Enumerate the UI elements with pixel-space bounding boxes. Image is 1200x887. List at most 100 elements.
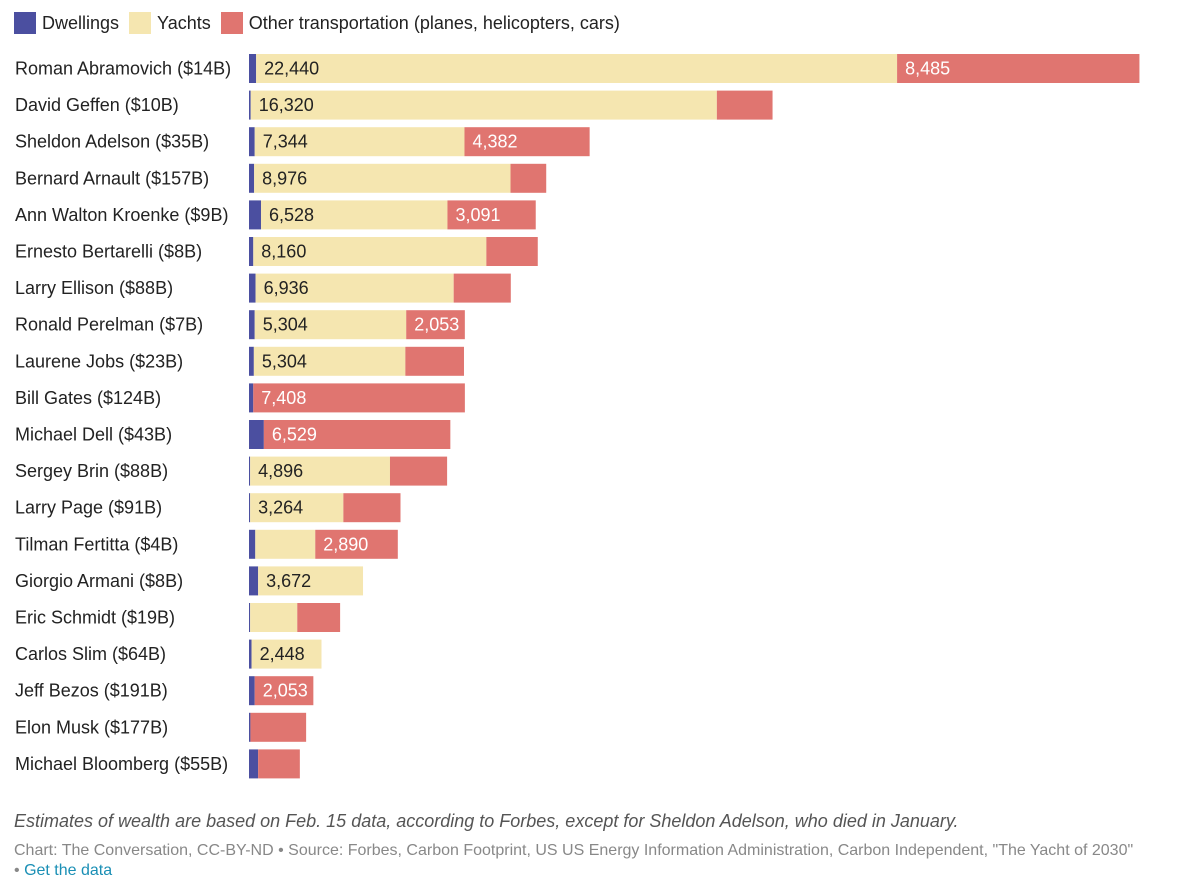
- category-label-david-geffen: David Geffen ($10B): [15, 95, 179, 115]
- legend-label-yachts: Yachts: [157, 12, 211, 33]
- data-label-yachts-ernesto-bertarelli: 8,160: [261, 242, 306, 262]
- category-label-larry-page: Larry Page ($91B): [15, 498, 162, 518]
- category-label-elon-musk: Elon Musk ($177B): [15, 717, 168, 737]
- bar-yachts-tilman-fertitta: [255, 529, 316, 559]
- category-label-roman-abramovich: Roman Abramovich ($14B): [15, 59, 231, 79]
- category-label-bill-gates: Bill Gates ($124B): [15, 388, 161, 408]
- data-label-other-transportation-tilman-fertitta: 2,890: [323, 534, 368, 554]
- bar-dwellings-laurene-jobs: [249, 346, 254, 376]
- data-label-yachts-ann-walton-kroenke: 6,528: [269, 205, 314, 225]
- category-label-laurene-jobs: Laurene Jobs ($23B): [15, 351, 183, 371]
- legend-swatch-dwellings: [14, 12, 36, 34]
- data-label-other-transportation-ann-walton-kroenke: 3,091: [455, 205, 500, 225]
- legend-item-dwellings: Dwellings: [14, 12, 119, 34]
- bar-dwellings-david-geffen: [249, 90, 251, 120]
- bar-yachts-sheldon-adelson: [254, 127, 465, 157]
- data-label-other-transportation-bill-gates: 7,408: [261, 388, 306, 408]
- bar-dwellings-giorgio-armani: [249, 566, 259, 596]
- data-label-other-transportation-ronald-perelman: 2,053: [414, 315, 459, 335]
- data-label-yachts-ronald-perelman: 5,304: [263, 315, 308, 335]
- bar-yachts-david-geffen: [250, 90, 717, 120]
- bar-yachts-laurene-jobs: [253, 346, 406, 376]
- bar-yachts-larry-ellison: [255, 273, 454, 303]
- category-label-michael-dell: Michael Dell ($43B): [15, 425, 172, 445]
- category-label-tilman-fertitta: Tilman Fertitta ($4B): [15, 534, 178, 554]
- bar-dwellings-carlos-slim: [249, 639, 252, 669]
- chart-legend: Dwellings Yachts Other transportation (p…: [14, 10, 630, 36]
- bar-other-transportation-sergey-brin: [389, 456, 448, 486]
- bar-other-transportation-ronald-perelman: [406, 310, 465, 340]
- category-label-larry-ellison: Larry Ellison ($88B): [15, 278, 173, 298]
- bar-other-transportation-bernard-arnault: [510, 163, 547, 193]
- bar-other-transportation-eric-schmidt: [297, 603, 341, 632]
- bar-dwellings-ann-walton-kroenke: [249, 200, 261, 230]
- get-the-data-link[interactable]: Get the data: [24, 862, 113, 879]
- legend-item-other-transportation: Other transportation (planes, helicopter…: [220, 12, 620, 34]
- category-label-ann-walton-kroenke: Ann Walton Kroenke ($9B): [15, 205, 228, 225]
- bar-dwellings-bernard-arnault: [249, 163, 255, 193]
- bar-dwellings-jeff-bezos: [249, 676, 255, 706]
- category-label-giorgio-armani: Giorgio Armani ($8B): [15, 571, 183, 591]
- legend-swatch-yachts: [129, 12, 152, 34]
- stacked-bar-chart: Roman Abramovich ($14B) 22,440 8,485 David …: [15, 54, 1140, 779]
- bar-dwellings-elon-musk: [249, 712, 251, 742]
- data-label-yachts-roman-abramovich: 22,440: [264, 59, 319, 79]
- bar-other-transportation-michael-bloomberg: [258, 749, 300, 779]
- data-label-yachts-carlos-slim: 2,448: [260, 644, 305, 664]
- category-label-michael-bloomberg: Michael Bloomberg ($55B): [15, 754, 228, 774]
- data-label-yachts-bernard-arnault: 8,976: [262, 168, 307, 188]
- category-label-ronald-perelman: Ronald Perelman ($7B): [15, 315, 203, 335]
- bar-yachts-sergey-brin: [250, 456, 390, 486]
- legend-swatch-other-transportation: [220, 12, 243, 34]
- bar-yachts-carlos-slim: [251, 639, 322, 669]
- chart-source: Chart: The Conversation, CC-BY-ND • Sour…: [14, 842, 1134, 859]
- bar-other-transportation-larry-ellison: [453, 273, 511, 303]
- bar-dwellings-sheldon-adelson: [249, 127, 255, 157]
- bar-yachts-bernard-arnault: [254, 163, 511, 193]
- category-label-bernard-arnault: Bernard Arnault ($157B): [15, 168, 209, 188]
- bar-other-transportation-ernesto-bertarelli: [486, 237, 538, 266]
- bar-other-transportation-roman-abramovich: [897, 54, 1140, 83]
- category-label-jeff-bezos: Jeff Bezos ($191B): [15, 681, 168, 701]
- bar-yachts-ronald-perelman: [254, 310, 407, 340]
- chart-footnote: Estimates of wealth are based on Feb. 15…: [14, 811, 959, 831]
- bar-yachts-eric-schmidt: [250, 603, 298, 632]
- data-label-other-transportation-roman-abramovich: 8,485: [905, 59, 950, 79]
- data-label-yachts-david-geffen: 16,320: [259, 95, 314, 115]
- data-label-yachts-laurene-jobs: 5,304: [262, 351, 307, 371]
- legend-label-other-transportation: Other transportation (planes, helicopter…: [248, 12, 620, 33]
- bar-yachts-larry-page: [250, 493, 344, 523]
- category-label-eric-schmidt: Eric Schmidt ($19B): [15, 608, 175, 628]
- bar-other-transportation-sheldon-adelson: [464, 127, 590, 157]
- bar-dwellings-michael-bloomberg: [249, 749, 259, 779]
- bar-other-transportation-larry-page: [343, 493, 401, 523]
- bar-dwellings-michael-dell: [249, 420, 264, 449]
- source-bullet: •: [14, 862, 20, 879]
- bar-dwellings-tilman-fertitta: [249, 529, 256, 559]
- bar-dwellings-eric-schmidt: [249, 603, 251, 632]
- data-label-yachts-giorgio-armani: 3,672: [266, 571, 311, 591]
- data-label-other-transportation-sheldon-adelson: 4,382: [472, 132, 517, 152]
- bar-other-transportation-tilman-fertitta: [315, 529, 398, 559]
- bar-other-transportation-david-geffen: [716, 90, 773, 120]
- bar-other-transportation-elon-musk: [250, 712, 307, 742]
- bar-yachts-roman-abramovich: [256, 54, 898, 83]
- category-label-ernesto-bertarelli: Ernesto Bertarelli ($8B): [15, 242, 202, 262]
- bar-dwellings-larry-page: [249, 493, 251, 523]
- bar-dwellings-roman-abramovich: [249, 54, 257, 83]
- category-label-sheldon-adelson: Sheldon Adelson ($35B): [15, 132, 209, 152]
- bar-dwellings-larry-ellison: [249, 273, 256, 303]
- bar-dwellings-sergey-brin: [249, 456, 251, 486]
- bar-yachts-ann-walton-kroenke: [260, 200, 448, 230]
- data-label-yachts-larry-page: 3,264: [258, 498, 303, 518]
- bar-yachts-ernesto-bertarelli: [253, 237, 487, 266]
- bar-yachts-giorgio-armani: [258, 566, 364, 596]
- chart-source-line2: • Get the data: [14, 861, 112, 881]
- bar-dwellings-ronald-perelman: [249, 310, 255, 340]
- data-label-yachts-sergey-brin: 4,896: [258, 461, 303, 481]
- category-label-carlos-slim: Carlos Slim ($64B): [15, 644, 166, 664]
- bar-other-transportation-ann-walton-kroenke: [447, 200, 536, 230]
- bar-other-transportation-jeff-bezos: [254, 676, 314, 706]
- data-label-other-transportation-jeff-bezos: 2,053: [263, 681, 308, 701]
- bar-dwellings-bill-gates: [249, 383, 254, 413]
